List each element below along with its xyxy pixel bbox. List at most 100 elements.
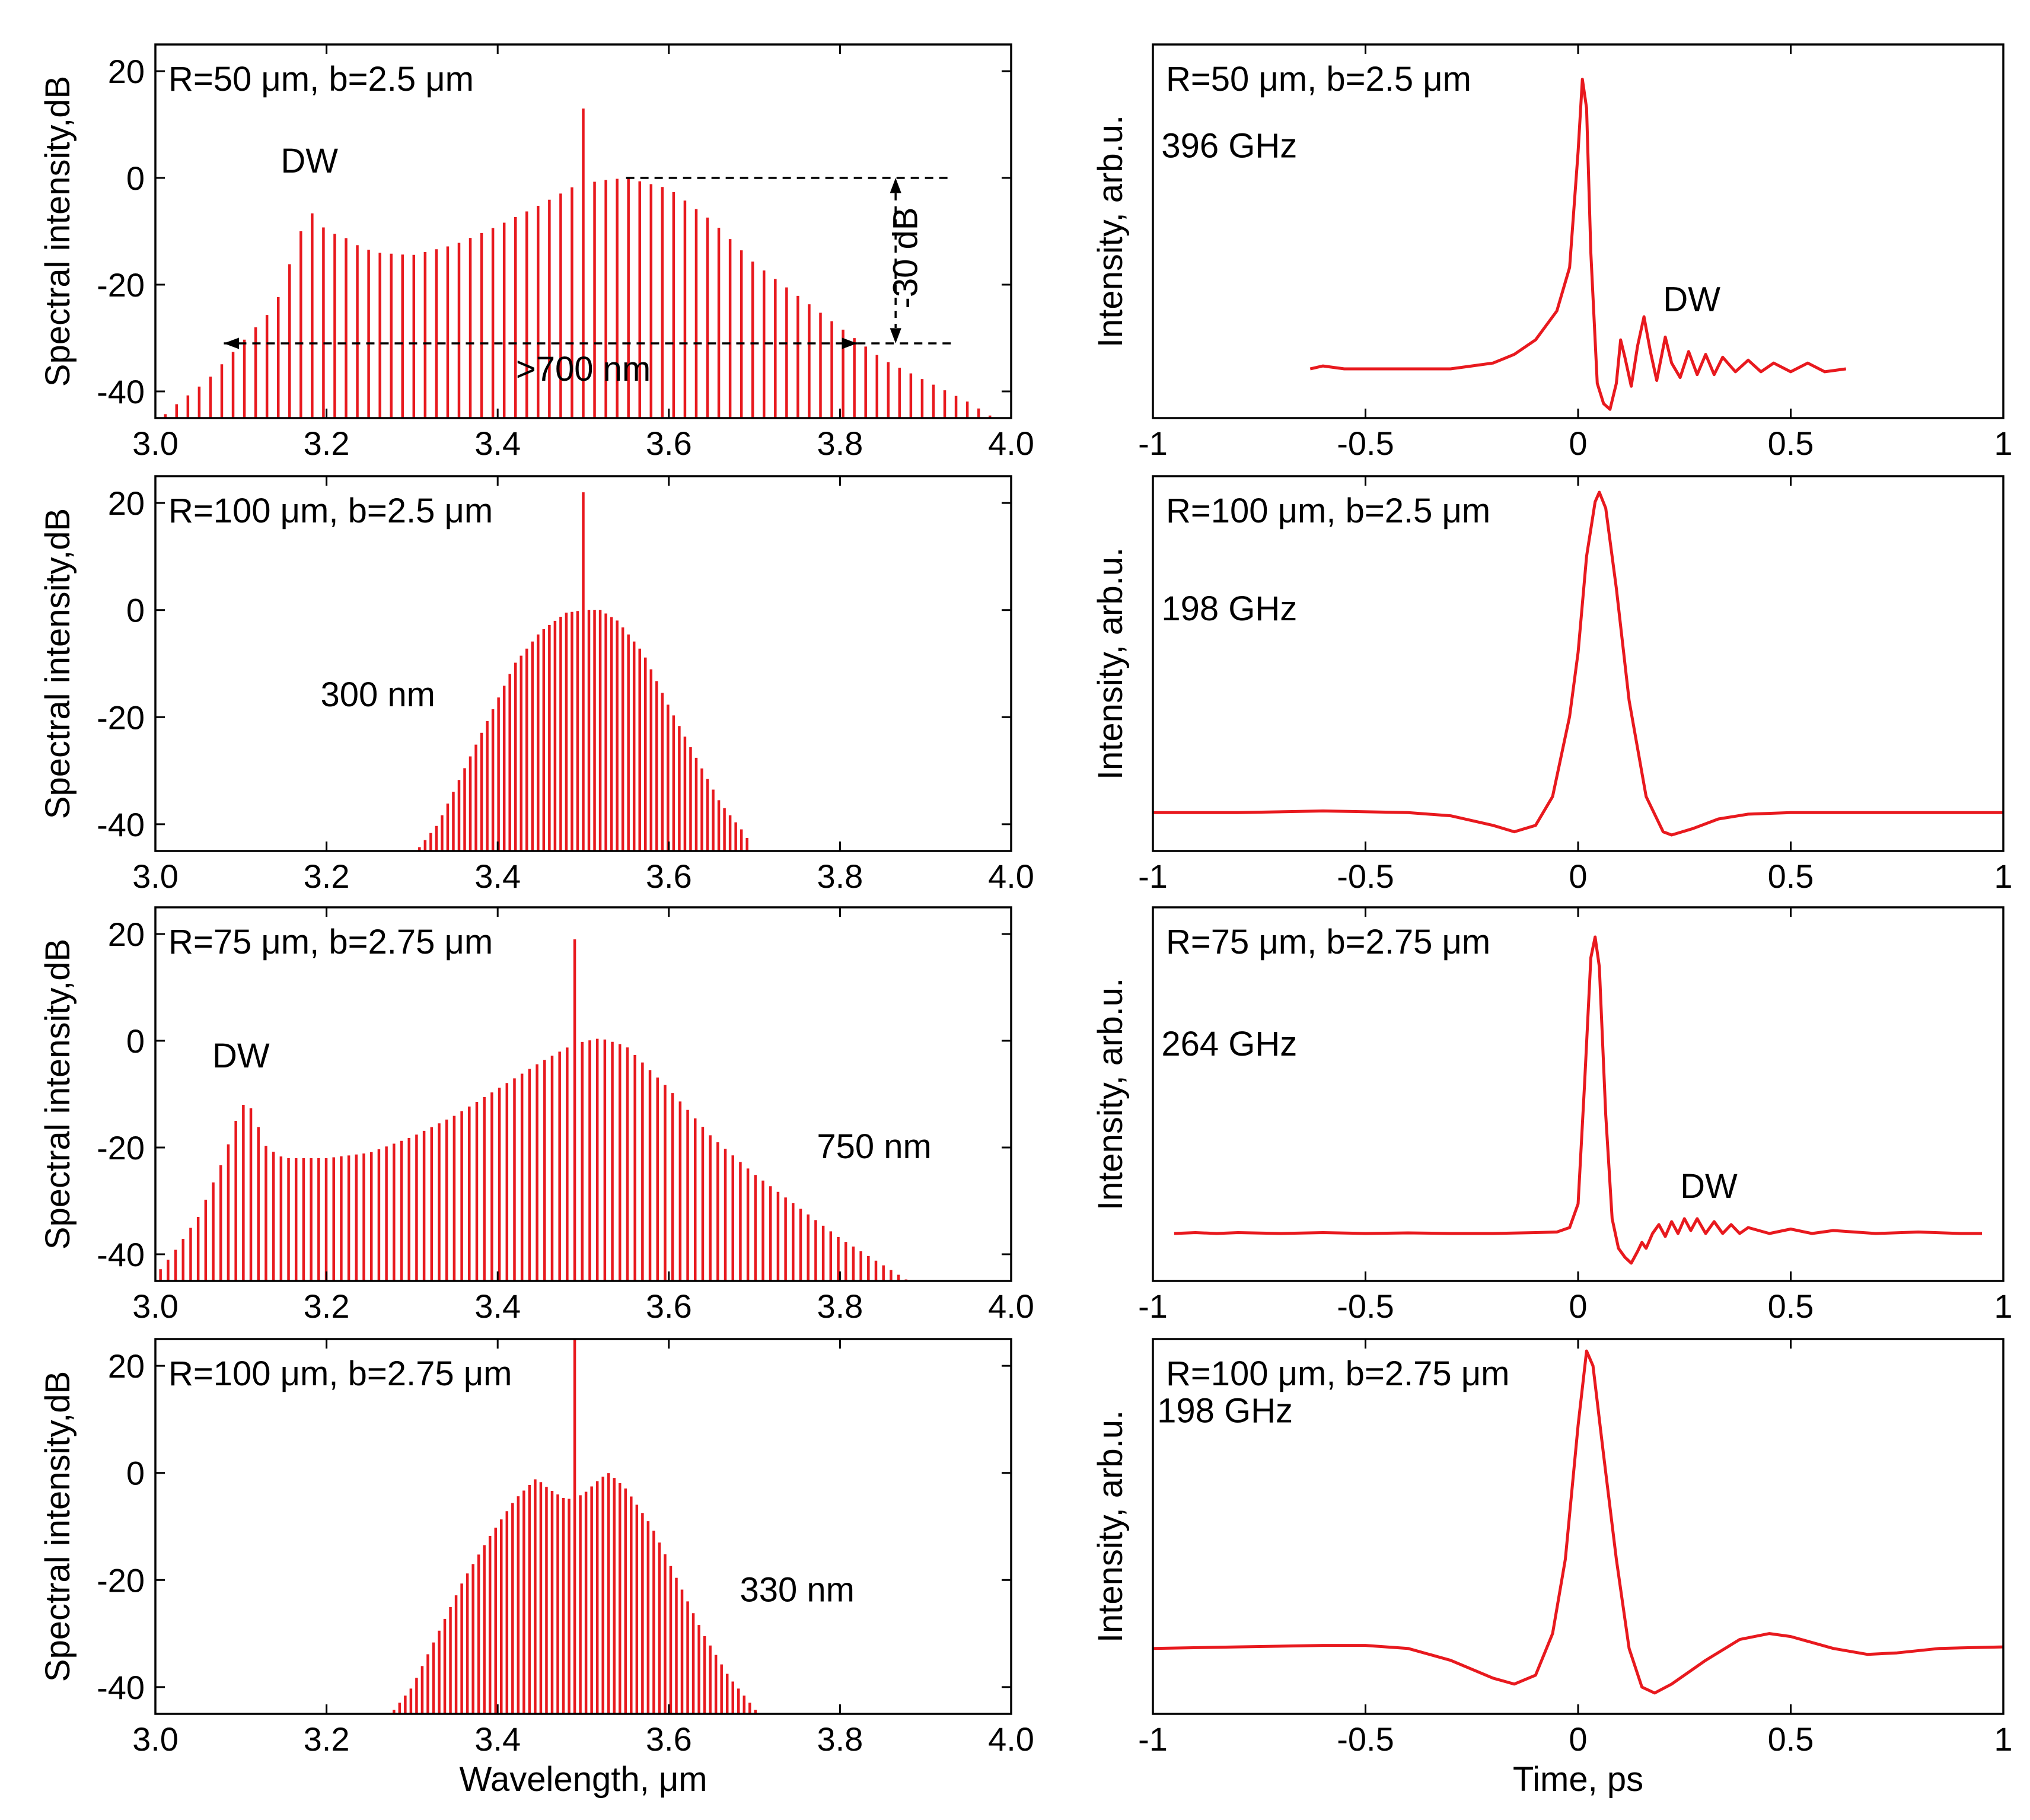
x-tick-label: 1 — [1994, 425, 2012, 462]
plot-area — [1174, 935, 1983, 1265]
x-tick-label: -1 — [1138, 1287, 1168, 1325]
x-tick-label: 3.4 — [474, 425, 521, 462]
axes-frame — [154, 1338, 1012, 1715]
x-tick-label: 3.6 — [646, 425, 692, 462]
annotation-label: DW — [212, 1037, 270, 1075]
x-tick-label: 1 — [1994, 1720, 2012, 1758]
x-tick-label: 3.8 — [817, 1720, 863, 1758]
plot-area — [1309, 78, 1847, 411]
x-tick-label: 0.5 — [1768, 1287, 1814, 1325]
annotation-label: >700 nm — [516, 350, 651, 388]
x-tick-label: 3.8 — [817, 858, 863, 895]
x-tick-label: -0.5 — [1337, 858, 1394, 895]
x-tick-label: 4.0 — [988, 1720, 1034, 1758]
x-tick-label: 3.2 — [304, 1720, 350, 1758]
x-tick-label: 4.0 — [988, 425, 1034, 462]
panel-pulse-r50-b2.5: -1 -0.5 0 0.5 1 Intensity, arb.u. R=50 μm, b=2… — [1091, 43, 2013, 462]
y-tick-label: -40 — [97, 806, 145, 843]
plot-area — [1153, 490, 2003, 837]
x-axis-title: Time, ps — [1513, 1760, 1643, 1799]
y-tick-label: -40 — [97, 1236, 145, 1273]
x-tick-label: 3.8 — [817, 1287, 863, 1325]
panel-title: R=100 μm, b=2.5 μm — [168, 492, 493, 530]
y-axis-title: Intensity, arb.u. — [1091, 115, 1130, 348]
pulse-trace — [1153, 1349, 2003, 1695]
y-axis-title: Spectral intensity,dB — [39, 939, 77, 1250]
x-tick-label: 3.0 — [132, 425, 179, 462]
x-tick-label: 0 — [1569, 858, 1587, 895]
y-tick-label: -20 — [97, 266, 145, 304]
x-tick-label: 3.6 — [646, 1287, 692, 1325]
y-tick-label: -20 — [97, 1129, 145, 1166]
x-tick-label: 0.5 — [1768, 425, 1814, 462]
y-tick-label: -40 — [97, 1669, 145, 1706]
y-tick-label: -20 — [97, 699, 145, 736]
span-arrow-head-left — [224, 337, 240, 349]
plot-area — [159, 939, 908, 1281]
annotation-label: DW — [1680, 1167, 1738, 1206]
axes-frame — [154, 906, 1012, 1282]
x-tick-label: 3.2 — [304, 1287, 350, 1325]
y-tick-label: -40 — [97, 373, 145, 410]
y-tick-label: -20 — [97, 1561, 145, 1599]
y-axis-title: Spectral intensity,dB — [39, 76, 77, 387]
x-tick-label: -0.5 — [1337, 1287, 1394, 1325]
x-tick-label: 1 — [1994, 858, 2012, 895]
annotation-label: 198 GHz — [1161, 589, 1297, 628]
pulse-trace — [1309, 78, 1847, 411]
y-axis-title: Spectral intensity,dB — [39, 508, 77, 819]
span-arrow-head-right — [842, 337, 858, 349]
x-tick-label: 4.0 — [988, 858, 1034, 895]
annotation-label: 264 GHz — [1161, 1025, 1297, 1063]
axes-frame — [1152, 43, 2004, 419]
x-tick-label: 4.0 — [988, 1287, 1034, 1325]
x-tick-label: 3.2 — [304, 425, 350, 462]
db-arrow-head-up — [890, 178, 901, 193]
x-tick-label: -0.5 — [1337, 1720, 1394, 1758]
x-tick-label: 0 — [1569, 425, 1587, 462]
db-arrow-head-down — [890, 328, 901, 343]
x-tick-label: 3.4 — [474, 1287, 521, 1325]
y-tick-label: 20 — [108, 1347, 145, 1385]
y-axis-title: Intensity, arb.u. — [1091, 978, 1130, 1210]
panel-title: R=100 μm, b=2.5 μm — [1166, 492, 1490, 530]
x-tick-label: 0 — [1569, 1720, 1587, 1758]
x-tick-label: 3.6 — [646, 1720, 692, 1758]
x-tick-label: 3.0 — [132, 1287, 179, 1325]
pulse-trace — [1174, 935, 1983, 1265]
y-tick-label: 20 — [108, 53, 145, 90]
x-tick-label: -0.5 — [1337, 425, 1394, 462]
panel-spectrum-r100-b2.75: 3.0 3.2 3.4 3.6 3.8 4.0 20 0 -20 -40 Spectral inte… — [39, 1338, 1034, 1799]
axes-frame — [1152, 906, 2004, 1282]
panel-title: R=75 μm, b=2.75 μm — [1166, 923, 1490, 961]
x-tick-label: -1 — [1138, 425, 1168, 462]
y-tick-label: 0 — [126, 1455, 145, 1492]
panel-title: R=50 μm, b=2.5 μm — [1166, 60, 1471, 98]
y-tick-label: 0 — [126, 592, 145, 629]
panel-title: R=50 μm, b=2.5 μm — [168, 60, 474, 98]
y-tick-label: 20 — [108, 485, 145, 522]
annotation-label: 330 nm — [740, 1570, 855, 1609]
x-axis-title: Wavelength, μm — [459, 1760, 707, 1799]
annotation-label: DW — [281, 142, 338, 180]
y-axis-title: Intensity, arb.u. — [1091, 547, 1130, 780]
panel-title: R=100 μm, b=2.75 μm — [168, 1354, 512, 1393]
panel-spectrum-r75-b2.75: 3.0 3.2 3.4 3.6 3.8 4.0 20 0 -20 -40 Spectral inte… — [39, 906, 1034, 1325]
axes-frame — [154, 475, 1012, 852]
x-tick-label: 0 — [1569, 1287, 1587, 1325]
axes-frame — [154, 43, 1012, 419]
x-tick-label: 3.2 — [304, 858, 350, 895]
x-tick-label: 1 — [1994, 1287, 2012, 1325]
y-tick-label: 0 — [126, 1022, 145, 1060]
plot-area — [1153, 1349, 2003, 1695]
x-tick-label: 3.0 — [132, 858, 179, 895]
panel-spectrum-r100-b2.5: 3.0 3.2 3.4 3.6 3.8 4.0 20 0 -20 -40 Spectral inte… — [39, 475, 1034, 895]
x-tick-label: 3.8 — [817, 425, 863, 462]
panel-spectrum-r50-b2.5: 3.0 3.2 3.4 3.6 3.8 4.0 20 0 -20 -40 Spectral inte… — [39, 43, 1034, 462]
plot-area — [418, 492, 748, 851]
x-tick-label: 0.5 — [1768, 858, 1814, 895]
x-tick-label: -1 — [1138, 858, 1168, 895]
annotation-label: -30 dB — [886, 208, 925, 309]
annotation-label: 198 GHz — [1157, 1391, 1293, 1430]
